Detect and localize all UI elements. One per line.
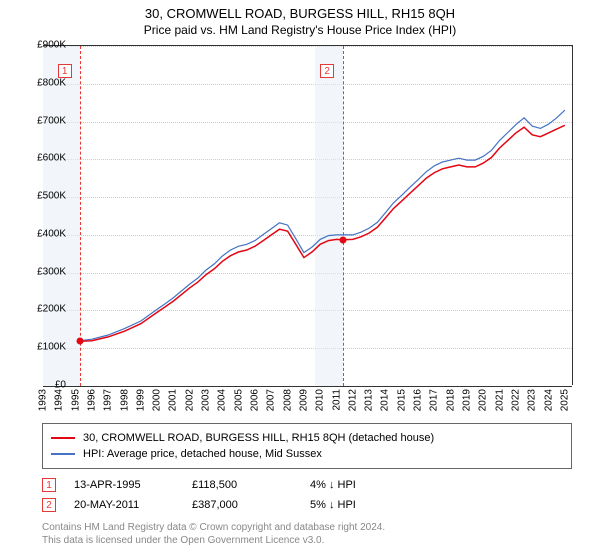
footer-line: Contains HM Land Registry data © Crown c… xyxy=(42,521,600,534)
sale-point xyxy=(77,338,84,345)
legend: 30, CROMWELL ROAD, BURGESS HILL, RH15 8Q… xyxy=(42,423,572,469)
x-axis-label: 2012 xyxy=(347,389,358,411)
x-axis-label: 2024 xyxy=(543,389,554,411)
sale-row-2: 220-MAY-2011£387,0005% ↓ HPI xyxy=(42,495,600,515)
y-axis-label: £500K xyxy=(37,191,66,202)
x-axis-label: 2023 xyxy=(527,389,538,411)
x-axis-label: 2010 xyxy=(315,389,326,411)
x-axis-label: 2007 xyxy=(266,389,277,411)
x-axis-label: 2015 xyxy=(396,389,407,411)
x-axis-label: 2000 xyxy=(152,389,163,411)
sale-point xyxy=(339,236,346,243)
x-axis-label: 2008 xyxy=(282,389,293,411)
x-axis-label: 2022 xyxy=(510,389,521,411)
x-axis-label: 2005 xyxy=(233,389,244,411)
x-axis-label: 2017 xyxy=(429,389,440,411)
y-axis-label: £700K xyxy=(37,115,66,126)
x-axis-label: 2013 xyxy=(364,389,375,411)
line-series xyxy=(43,46,576,386)
chart-subtitle: Price paid vs. HM Land Registry's House … xyxy=(0,23,600,45)
x-axis-label: 2018 xyxy=(445,389,456,411)
x-axis-label: 1993 xyxy=(38,389,49,411)
sale-row-1: 113-APR-1995£118,5004% ↓ HPI xyxy=(42,475,600,495)
x-axis-label: 2021 xyxy=(494,389,505,411)
footer-line: This data is licensed under the Open Gov… xyxy=(42,534,600,547)
legend-item: HPI: Average price, detached house, Mid … xyxy=(51,446,563,462)
y-axis-label: £900K xyxy=(37,40,66,51)
x-axis-label: 2011 xyxy=(331,389,342,411)
y-axis-label: £200K xyxy=(37,304,66,315)
y-axis-label: £600K xyxy=(37,153,66,164)
x-axis-label: 2019 xyxy=(462,389,473,411)
y-axis-label: £100K xyxy=(37,342,66,353)
y-axis-label: £400K xyxy=(37,228,66,239)
x-axis-label: 1994 xyxy=(54,389,65,411)
footer: Contains HM Land Registry data © Crown c… xyxy=(42,521,600,547)
x-axis-label: 2016 xyxy=(413,389,424,411)
x-axis-label: 1995 xyxy=(70,389,81,411)
x-axis-label: 1999 xyxy=(135,389,146,411)
x-axis-label: 2020 xyxy=(478,389,489,411)
x-axis-label: 2006 xyxy=(250,389,261,411)
x-axis-label: 2002 xyxy=(184,389,195,411)
plot-area: 12 xyxy=(43,45,573,385)
x-axis-label: 2004 xyxy=(217,389,228,411)
x-axis-label: 2003 xyxy=(201,389,212,411)
x-axis-label: 2014 xyxy=(380,389,391,411)
x-axis-label: 2009 xyxy=(298,389,309,411)
x-axis-label: 2025 xyxy=(559,389,570,411)
y-axis-label: £800K xyxy=(37,77,66,88)
legend-item: 30, CROMWELL ROAD, BURGESS HILL, RH15 8Q… xyxy=(51,430,563,446)
x-axis-label: 1996 xyxy=(86,389,97,411)
y-axis-label: £300K xyxy=(37,266,66,277)
x-axis-label: 1997 xyxy=(103,389,114,411)
x-axis-label: 2001 xyxy=(168,389,179,411)
sales-table: 113-APR-1995£118,5004% ↓ HPI220-MAY-2011… xyxy=(0,475,600,515)
x-axis-label: 1998 xyxy=(119,389,130,411)
chart-area: 12 £0£100K£200K£300K£400K£500K£600K£700K… xyxy=(40,45,600,415)
chart-title: 30, CROMWELL ROAD, BURGESS HILL, RH15 8Q… xyxy=(0,0,600,23)
